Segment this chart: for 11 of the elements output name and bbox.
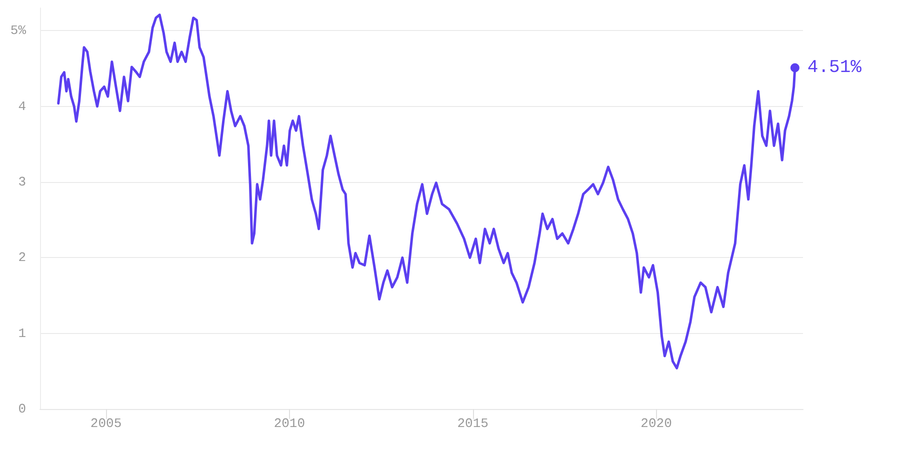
y-tick-label: 0 bbox=[18, 402, 26, 416]
x-tick-label: 2010 bbox=[274, 416, 306, 431]
y-tick-label: 2 bbox=[18, 250, 26, 266]
y-tick-label: 1 bbox=[18, 326, 26, 341]
y-tick-label: 5% bbox=[10, 23, 26, 38]
x-tick-label: 2005 bbox=[90, 416, 122, 431]
y-tick-label: 3 bbox=[18, 174, 26, 190]
x-tick-label: 2015 bbox=[457, 416, 488, 431]
y-tick-label: 4 bbox=[18, 98, 26, 114]
x-tick-label: 2020 bbox=[640, 416, 672, 431]
annotation: 4.51% bbox=[807, 58, 862, 78]
